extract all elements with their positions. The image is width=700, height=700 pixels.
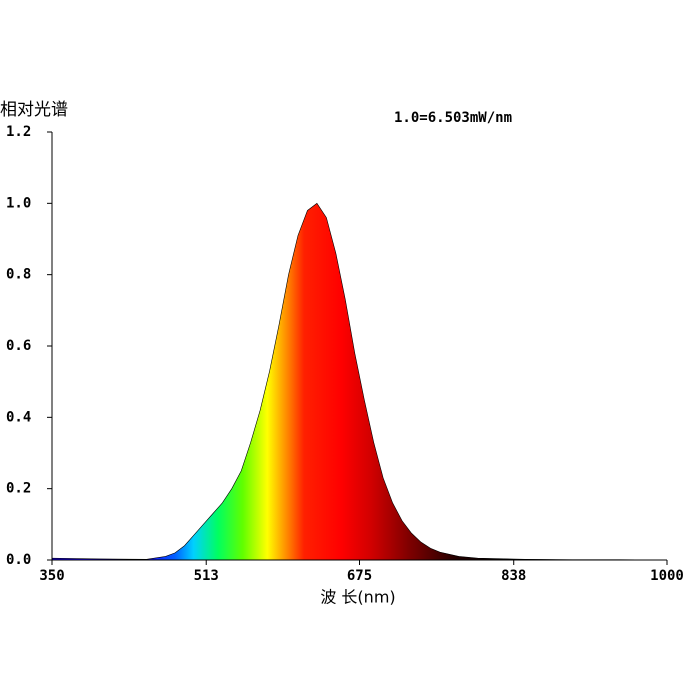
x-tick-label: 513 [194,568,219,584]
x-axis-label: 波 长(nm) [320,588,395,607]
y-tick-label: 0.6 [6,338,31,354]
y-axis-label: 相对光谱 [0,100,68,120]
y-tick-label: 1.0 [6,195,31,211]
x-tick-label: 1000 [650,568,684,584]
y-tick-label: 1.2 [6,124,31,140]
x-tick-label: 675 [347,568,372,584]
annotation: 1.0=6.503mW/nm [394,110,512,126]
spectrum-area [51,202,668,561]
x-tick-label: 838 [501,568,526,584]
y-tick-label: 0.0 [6,552,31,568]
y-tick-label: 0.4 [6,409,31,425]
x-tick-label: 350 [39,568,64,584]
y-tick-label: 0.8 [6,267,31,283]
y-tick-label: 0.2 [6,481,31,497]
